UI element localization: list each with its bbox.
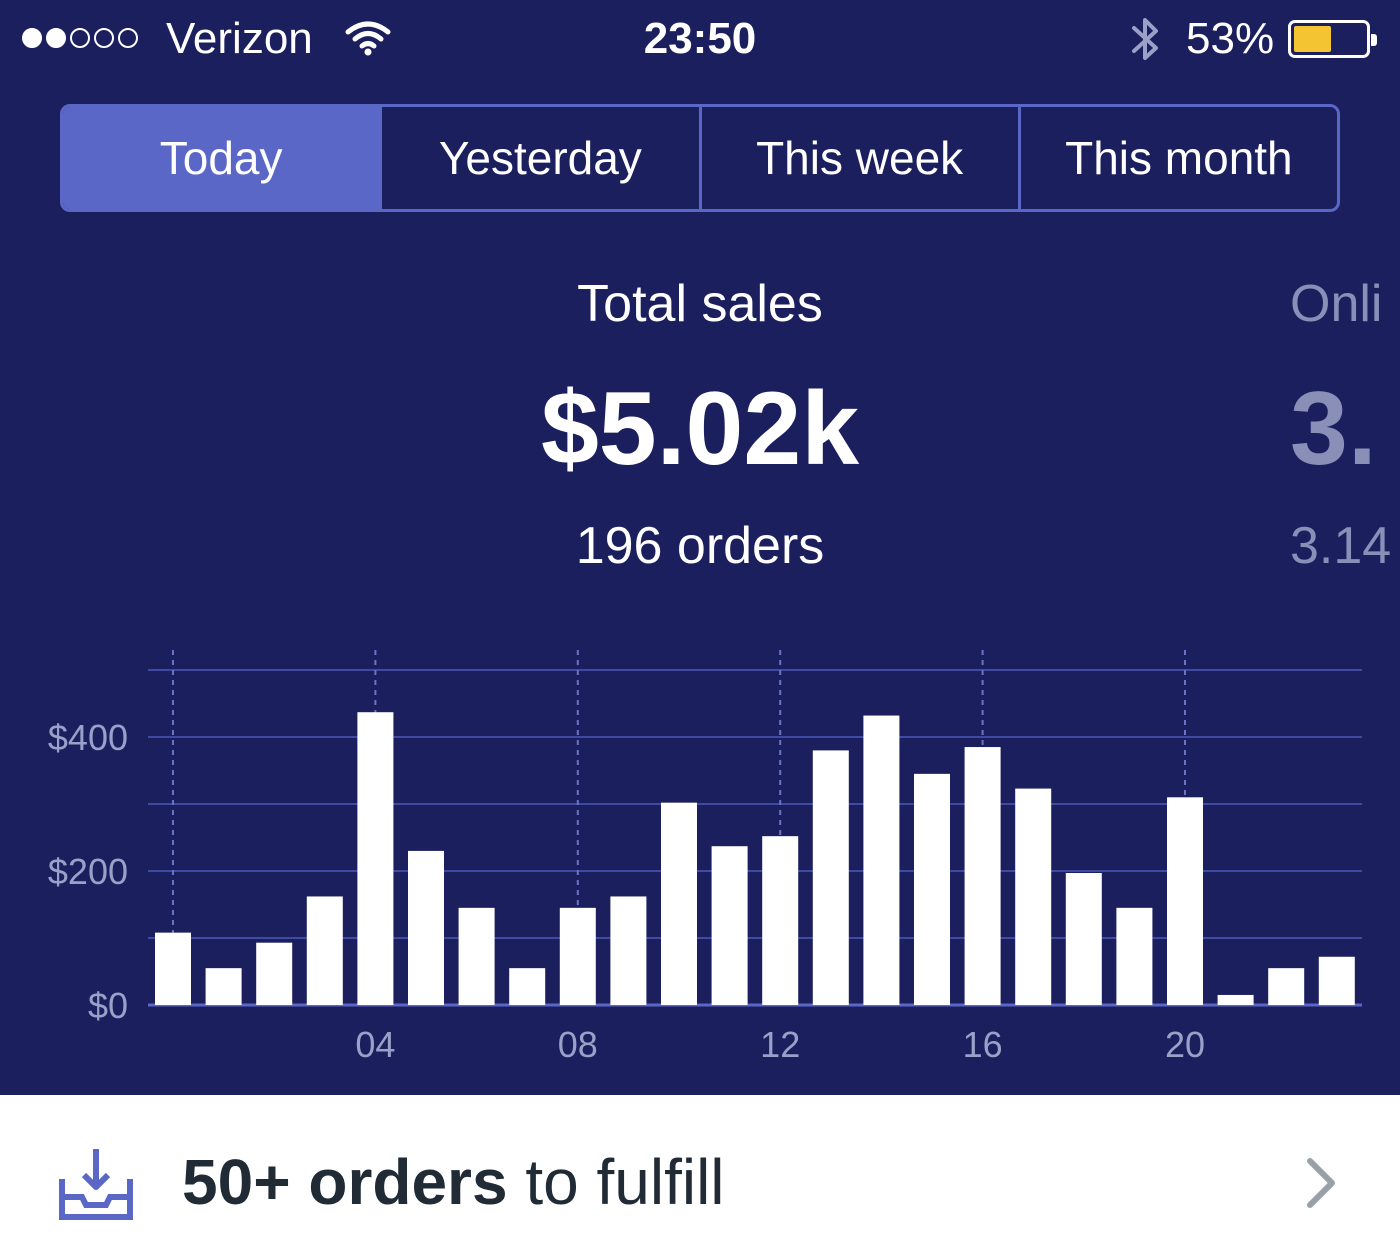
signal-dot	[46, 28, 66, 48]
battery-percent: 53%	[1186, 14, 1275, 63]
x-tick-label: 16	[963, 1024, 1003, 1065]
bar-07	[509, 968, 546, 1005]
orders-to-fulfill-text: 50+ orders to fulfill	[182, 1145, 725, 1219]
bar-15	[914, 773, 950, 1005]
x-tick-label: 08	[558, 1024, 598, 1065]
y-tick-label: $0	[88, 985, 128, 1026]
bluetooth-icon	[1128, 14, 1164, 71]
fulfill-orders-row[interactable]: 50+ orders to fulfill	[0, 1095, 1400, 1249]
next-metric-label[interactable]: Onli	[1290, 275, 1383, 333]
tab-this-month[interactable]: This month	[1065, 132, 1293, 184]
bar-19	[1116, 907, 1153, 1005]
orders-to-fulfill-suffix: to fulfill	[507, 1146, 725, 1218]
metric-value: $5.02k	[540, 371, 860, 487]
metric-orders-count: 196 orders	[575, 517, 825, 575]
x-tick-label: 04	[355, 1024, 395, 1065]
chevron-right-icon[interactable]	[1300, 1155, 1340, 1216]
inbox-download-icon	[58, 1145, 134, 1226]
bar-14	[863, 715, 900, 1005]
bar-08	[559, 907, 596, 1005]
battery-nub	[1371, 34, 1377, 46]
tab-yesterday[interactable]: Yesterday	[382, 107, 702, 209]
bar-17	[1015, 788, 1052, 1005]
y-tick-label: $400	[48, 717, 128, 758]
battery-level-fill	[1294, 26, 1332, 52]
x-tick-label: 20	[1165, 1024, 1205, 1065]
bar-23	[1318, 956, 1355, 1005]
signal-dot	[70, 28, 90, 48]
bar-02	[256, 942, 293, 1005]
bar-22	[1268, 968, 1305, 1005]
next-metric-sub[interactable]: 3.14	[1290, 517, 1392, 575]
bar-03	[306, 896, 343, 1005]
bar-21	[1217, 994, 1254, 1005]
tab-this-week[interactable]: This week	[702, 107, 1021, 209]
status-bar: Verizon 23:50 53%	[0, 0, 1400, 80]
x-tick-label: 12	[760, 1024, 800, 1065]
tab-today[interactable]: Today	[63, 107, 383, 209]
bar-05	[408, 850, 444, 1005]
metric-label: Total sales	[577, 275, 823, 333]
next-metric-value[interactable]: 3.	[1290, 371, 1377, 487]
bar-06	[458, 907, 495, 1005]
signal-strength-icon	[22, 28, 138, 48]
signal-dot	[22, 28, 42, 48]
bar-04	[357, 712, 394, 1005]
clock: 23:50	[643, 14, 757, 63]
signal-dot	[118, 28, 138, 48]
bar-10	[661, 802, 697, 1005]
bar-20	[1167, 797, 1203, 1005]
signal-dot	[94, 28, 114, 48]
bar-13	[812, 750, 849, 1005]
bar-11	[711, 846, 748, 1005]
bar-16	[964, 747, 1001, 1005]
wifi-icon	[344, 18, 392, 63]
bar-01	[205, 968, 242, 1005]
bar-00	[155, 932, 191, 1005]
y-tick-label: $200	[48, 851, 128, 892]
date-range-segmented-control: Today Yesterday This week This month	[60, 104, 1340, 212]
sales-by-hour-chart: $0 $200 $400 04 08 12 16 20	[48, 650, 1362, 1065]
bar-18	[1065, 873, 1102, 1005]
battery-icon	[1288, 20, 1377, 58]
bar-09	[610, 896, 647, 1005]
orders-to-fulfill-count: 50+ orders	[182, 1146, 508, 1218]
carrier-name: Verizon	[166, 14, 313, 63]
bar-12	[762, 836, 799, 1005]
dashboard-panel: Verizon 23:50 53% Today Yesterday This w…	[0, 0, 1400, 1095]
